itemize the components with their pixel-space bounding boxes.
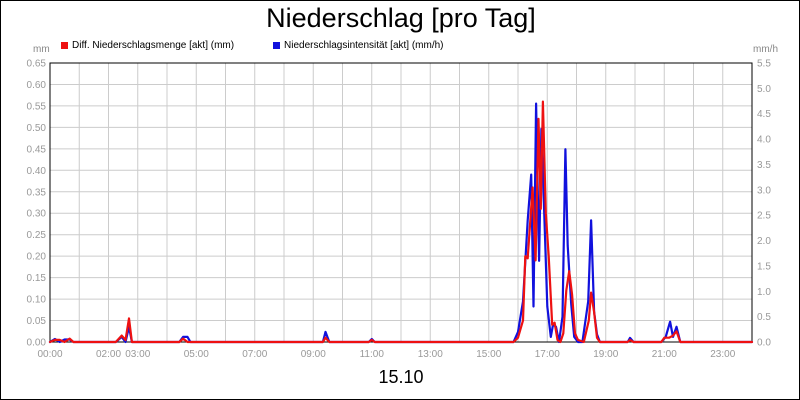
y-left-tick-label: 0.20	[27, 252, 47, 263]
x-tick-label: 19:00	[593, 349, 618, 360]
y-right-tick-label: 0.5	[757, 312, 771, 323]
date-label: 15.10	[378, 367, 424, 387]
y-left-tick-label: 0.25	[27, 230, 47, 241]
legend-item-niederschlagsmenge: Diff. Niederschlagsmenge [akt] (mm)	[61, 40, 234, 51]
y-left-tick-label: 0.00	[27, 338, 47, 349]
x-tick-label: 23:00	[710, 349, 735, 360]
y-left-tick-label: 0.55	[27, 101, 47, 112]
legend-item-niederschlagsintensitaet: Niederschlagsintensität [akt] (mm/h)	[273, 40, 444, 51]
y-left-tick-label: 0.45	[27, 144, 47, 155]
y-left-tick-label: 0.60	[27, 80, 47, 91]
y-left-tick-label: 0.15	[27, 273, 47, 284]
x-tick-label: 00:00	[37, 349, 62, 360]
y-right-tick-label: 3.0	[757, 185, 771, 196]
y-left-tick-label: 0.50	[27, 123, 47, 134]
y-right-tick-label: 0.0	[757, 338, 771, 349]
y-right-tick-label: 1.5	[757, 261, 771, 272]
y-right-tick-label: 4.5	[757, 109, 771, 120]
left-axis-unit: mm	[33, 44, 50, 55]
y-right-tick-label: 5.5	[757, 59, 771, 70]
y-left-tick-label: 0.05	[27, 316, 47, 327]
x-tick-label: 07:00	[242, 349, 267, 360]
y-left-tick-label: 0.65	[27, 59, 47, 70]
y-right-tick-label: 5.0	[757, 84, 771, 95]
series-line-niederschlagsmenge	[48, 100, 754, 344]
x-tick-label: 15:00	[476, 349, 501, 360]
y-right-tick-label: 2.5	[757, 211, 771, 222]
y-left-tick-label: 0.10	[27, 295, 47, 306]
legend-label: Diff. Niederschlagsmenge [akt] (mm)	[72, 40, 235, 51]
chart-title: Niederschlag [pro Tag]	[266, 3, 536, 33]
legend-label: Niederschlagsintensität [akt] (mm/h)	[284, 40, 444, 51]
x-tick-label: 05:00	[184, 349, 209, 360]
x-tick-label: 17:00	[535, 349, 560, 360]
x-tick-label: 09:00	[301, 349, 326, 360]
y-left-tick-label: 0.30	[27, 209, 47, 220]
legend-swatch-blue	[273, 42, 280, 49]
right-axis-unit: mm/h	[753, 44, 778, 55]
x-tick-label: 11:00	[360, 349, 385, 360]
y-right-tick-label: 1.0	[757, 287, 771, 298]
y-left-tick-label: 0.40	[27, 166, 47, 177]
y-left-tick-label: 0.35	[27, 187, 47, 198]
x-tick-label: 13:00	[418, 349, 443, 360]
legend-swatch-red	[61, 42, 68, 49]
x-tick-label: 02:00	[96, 349, 121, 360]
y-right-tick-label: 2.0	[757, 236, 771, 247]
y-right-tick-label: 3.5	[757, 160, 771, 171]
x-tick-label: 03:00	[125, 349, 150, 360]
x-tick-label: 21:00	[652, 349, 677, 360]
y-right-tick-label: 4.0	[757, 135, 771, 146]
